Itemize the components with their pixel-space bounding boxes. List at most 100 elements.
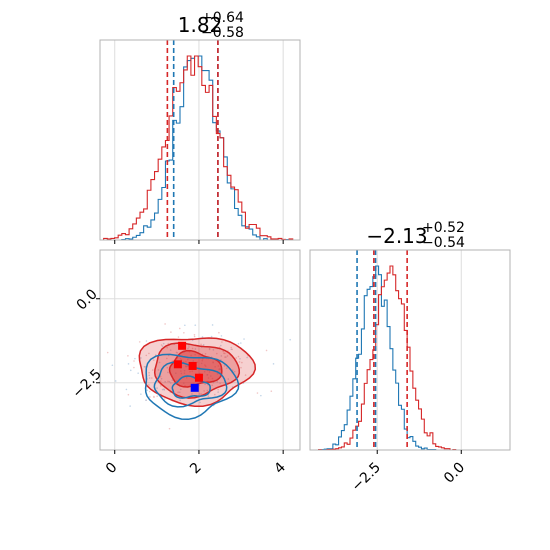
scatter-point xyxy=(209,375,212,377)
hist-panel-param1 xyxy=(99,39,301,241)
scatter-point xyxy=(203,390,205,392)
scatter-point xyxy=(175,372,177,374)
scatter-point xyxy=(194,353,196,356)
x-tick-label-param1: 4 xyxy=(271,459,289,477)
scatter-point xyxy=(225,367,228,369)
scatter-point xyxy=(220,344,222,347)
scatter-point xyxy=(243,338,245,340)
scatter-point xyxy=(111,364,114,367)
scatter-point xyxy=(160,344,163,346)
scatter-point xyxy=(171,379,174,381)
scatter-point xyxy=(196,361,199,364)
scatter-point xyxy=(187,347,189,350)
scatter-point xyxy=(201,336,204,338)
scatter-point xyxy=(179,357,182,360)
scatter-point xyxy=(166,366,169,369)
title-param1-minus: −0.58 xyxy=(201,25,244,41)
scatter-point xyxy=(200,393,203,395)
scatter-point xyxy=(176,351,179,354)
scatter-point xyxy=(194,324,197,326)
scatter-point xyxy=(240,366,242,369)
scatter-point xyxy=(188,346,190,348)
scatter-point xyxy=(134,357,136,360)
scatter-point xyxy=(216,352,218,355)
scatter-point xyxy=(231,348,233,351)
scatter-point xyxy=(168,380,171,383)
scatter-point xyxy=(200,343,202,346)
scatter-point xyxy=(127,393,130,396)
scatter-point xyxy=(167,371,169,374)
scatter-point xyxy=(156,387,158,389)
scatter-point xyxy=(159,375,162,378)
scatter-point xyxy=(265,349,268,352)
marker-a xyxy=(188,361,197,370)
scatter-point xyxy=(159,380,162,382)
scatter-point xyxy=(211,324,214,326)
scatter-point xyxy=(179,388,182,391)
scatter-point xyxy=(145,340,148,342)
scatter-point xyxy=(206,374,208,376)
title-param1-plus: +0.64 xyxy=(201,10,244,26)
contour-b-outer xyxy=(144,353,240,421)
scatter-point xyxy=(140,357,142,359)
scatter-point xyxy=(222,350,225,353)
scatter-point xyxy=(212,349,215,351)
scatter-point xyxy=(235,357,238,359)
scatter-point xyxy=(148,384,150,386)
scatter-point xyxy=(133,360,135,362)
scatter-point xyxy=(158,361,161,364)
scatter-point xyxy=(193,335,196,338)
scatter-point xyxy=(216,372,219,375)
scatter-point xyxy=(237,355,240,358)
scatter-point xyxy=(206,389,209,392)
scatter-point xyxy=(207,395,210,397)
scatter-point xyxy=(260,394,262,397)
scatter-point xyxy=(167,342,170,345)
scatter-point xyxy=(166,357,168,360)
scatter-point xyxy=(219,382,221,385)
scatter-point xyxy=(133,366,135,369)
scatter-point xyxy=(201,358,204,360)
scatter-point xyxy=(182,382,185,384)
scatter-point xyxy=(143,365,146,368)
scatter-point xyxy=(221,341,223,343)
scatter-point xyxy=(129,405,131,407)
joint-panel xyxy=(99,249,301,451)
scatter-point xyxy=(270,390,273,393)
title-param2-median: −2.13 xyxy=(366,224,427,248)
scatter-point xyxy=(208,347,211,350)
x-tick-label-param1: 0 xyxy=(103,460,121,478)
scatter-point xyxy=(183,369,186,372)
x-tick-label-param1: 2 xyxy=(187,460,205,478)
hist-series-a xyxy=(310,265,510,451)
scatter-point xyxy=(151,369,154,371)
scatter-point xyxy=(272,363,275,365)
scatter-point xyxy=(211,377,214,380)
scatter-point xyxy=(189,370,191,373)
scatter-point xyxy=(233,370,236,373)
title-param1: 1.82 xyxy=(178,13,223,37)
scatter-point xyxy=(214,366,216,368)
scatter-point xyxy=(170,331,172,333)
scatter-point xyxy=(240,342,242,344)
hist-series-b xyxy=(100,55,300,241)
scatter-point xyxy=(187,365,189,367)
scatter-point xyxy=(177,391,179,393)
scatter-point xyxy=(125,388,128,391)
hist-series-a xyxy=(100,55,300,241)
scatter-point xyxy=(224,352,226,355)
scatter-point xyxy=(137,372,139,374)
scatter-point xyxy=(180,372,183,375)
scatter-point xyxy=(164,323,166,325)
scatter-point xyxy=(168,427,171,430)
scatter-point xyxy=(208,371,211,373)
scatter-point xyxy=(180,358,183,361)
scatter-point xyxy=(148,377,151,379)
scatter-point xyxy=(202,344,205,346)
scatter-point xyxy=(148,352,150,355)
scatter-point xyxy=(204,364,206,366)
scatter-point xyxy=(159,385,162,387)
scatter-point xyxy=(185,365,187,367)
scatter-point xyxy=(166,346,168,349)
